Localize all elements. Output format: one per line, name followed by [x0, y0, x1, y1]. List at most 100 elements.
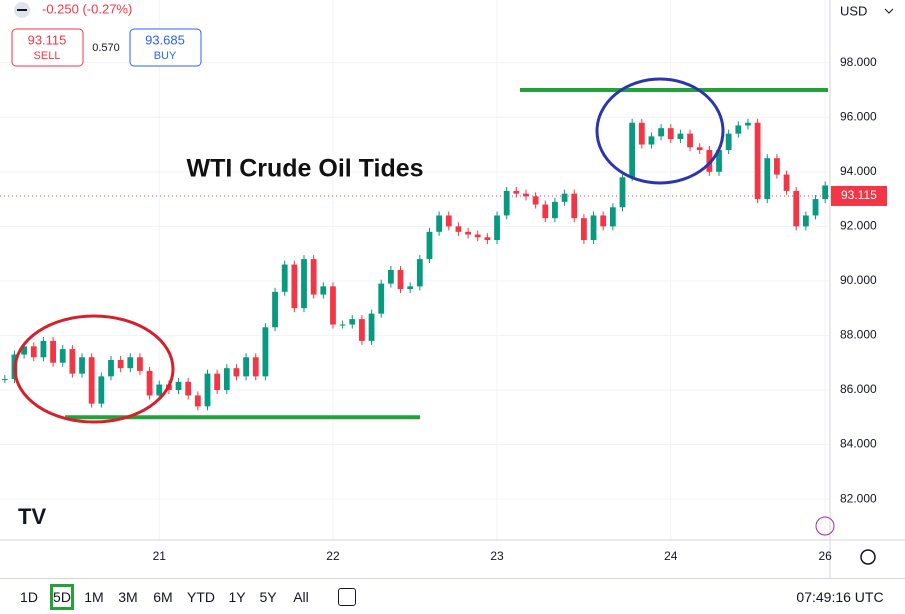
candle [330, 286, 336, 325]
candle [445, 215, 452, 227]
range-button[interactable]: YTD [187, 589, 215, 605]
candle [204, 373, 211, 407]
candle [349, 319, 356, 325]
candle [397, 270, 404, 290]
clock: 07:49:16 UTC [796, 589, 884, 605]
buy-price[interactable]: 93.685 [145, 32, 185, 47]
y-tick-label: 98.000 [840, 55, 877, 69]
buy-label[interactable]: BUY [154, 50, 177, 62]
dropdown-icon[interactable] [884, 8, 894, 14]
spread: 0.570 [92, 42, 120, 54]
x-tick-label: 21 [153, 549, 167, 563]
candle [1, 379, 8, 381]
candle [175, 381, 182, 390]
range-button[interactable]: 5Y [259, 589, 277, 605]
flash-icon[interactable] [815, 516, 835, 536]
y-tick-label: 92.000 [840, 219, 877, 233]
candle [117, 360, 124, 369]
candle [359, 319, 365, 341]
chart-title: WTI Crude Oil Tides [186, 155, 423, 183]
candle [619, 177, 626, 208]
candle [590, 215, 597, 240]
candle [523, 193, 529, 197]
candle [310, 259, 317, 295]
highlight-ellipse [13, 314, 175, 424]
range-button[interactable]: 1M [84, 589, 104, 605]
range-button[interactable]: 5D [50, 584, 74, 610]
candle [339, 324, 346, 326]
range-button[interactable]: All [293, 589, 309, 605]
candle [542, 204, 549, 219]
logo: TV [18, 504, 46, 529]
candle [243, 357, 249, 377]
price-change: -0.250 (-0.27%) [42, 1, 132, 16]
sell-button[interactable] [11, 28, 84, 67]
candle [494, 215, 500, 240]
candle [378, 283, 385, 314]
candle [368, 313, 375, 341]
candle [223, 368, 230, 390]
candle [802, 215, 809, 227]
range-button[interactable]: 6M [153, 589, 173, 605]
candle [571, 193, 578, 219]
candle [387, 270, 394, 284]
candle [185, 381, 192, 396]
candle [455, 226, 462, 232]
y-tick-label: 94.000 [840, 164, 877, 178]
candle [532, 196, 539, 205]
candle [552, 201, 558, 219]
x-tick-label: 22 [326, 549, 340, 563]
buy-button[interactable] [129, 28, 202, 67]
candle [301, 259, 307, 309]
date-range-icon[interactable] [338, 588, 356, 606]
range-button[interactable]: 1D [20, 589, 38, 605]
candle [40, 340, 47, 358]
candle [474, 234, 481, 238]
toolbar-border [0, 578, 905, 579]
candle [725, 133, 732, 150]
candle [59, 349, 66, 363]
settings-icon[interactable] [860, 549, 876, 565]
candle [667, 128, 674, 140]
highlight-ellipse [595, 77, 725, 185]
candle [793, 190, 800, 227]
sell-label[interactable]: SELL [34, 50, 61, 62]
candle [629, 122, 636, 178]
candle [812, 199, 819, 216]
currency[interactable]: USD [840, 3, 867, 18]
candle [465, 231, 471, 235]
sell-price[interactable]: 93.115 [28, 32, 67, 47]
candle [156, 384, 163, 396]
last-price-label: 93.115 [841, 188, 877, 202]
candle [745, 122, 751, 126]
candle [272, 291, 278, 328]
candle [581, 218, 587, 240]
candle [426, 231, 433, 260]
candle [407, 286, 414, 290]
candle [716, 150, 722, 172]
candle [233, 368, 240, 377]
y-tick-label: 84.000 [840, 437, 877, 451]
candle [88, 357, 95, 404]
chart: WTI Crude Oil Tides -0.250 (-0.27%) 93.1… [0, 0, 905, 578]
candle [822, 185, 829, 200]
candle [484, 237, 491, 240]
candle [252, 357, 259, 377]
candle [79, 357, 85, 374]
candle [609, 207, 616, 227]
candle [687, 133, 693, 148]
candle [214, 373, 221, 390]
candle [137, 357, 143, 371]
candle [677, 133, 684, 140]
candle [600, 215, 607, 227]
range-button[interactable]: 1Y [228, 589, 246, 605]
x-tick-label: 24 [664, 549, 678, 563]
background [0, 0, 905, 578]
range-button[interactable]: 3M [118, 589, 138, 605]
candle [21, 346, 28, 355]
candle [513, 190, 520, 194]
candle [291, 264, 298, 309]
candle [69, 349, 76, 374]
candle [127, 357, 134, 369]
